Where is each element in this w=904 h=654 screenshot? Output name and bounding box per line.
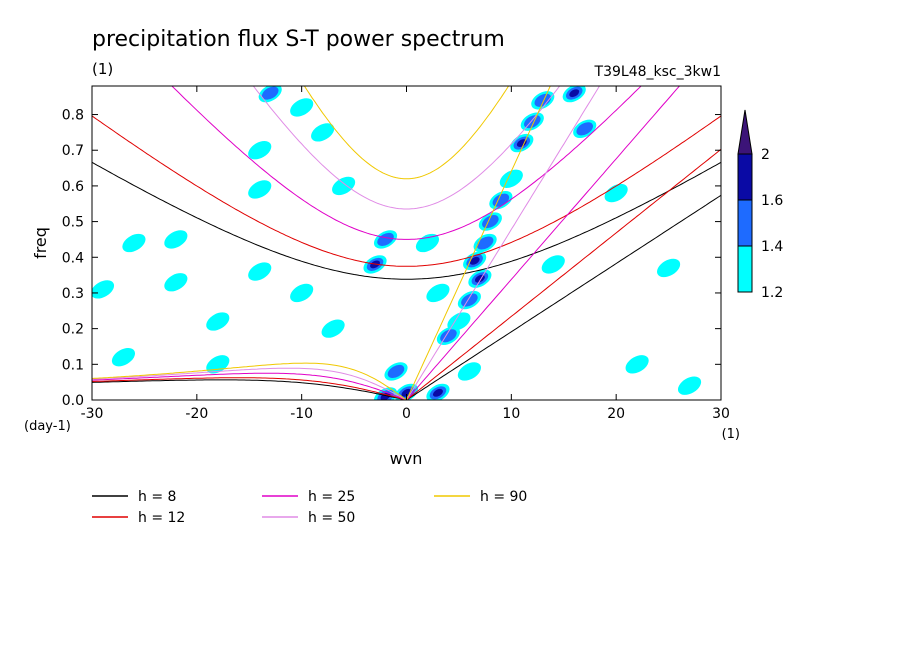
x-unit-label: (1): [722, 427, 740, 442]
dispersion-curve: [92, 367, 407, 400]
y-tick-label: 0.1: [62, 357, 84, 373]
y-tick-label: 0.4: [62, 250, 84, 266]
x-tick-label: -30: [81, 406, 104, 422]
contour-blob: [625, 355, 649, 374]
legend-label: h = 90: [480, 489, 527, 505]
contour-blob: [573, 119, 597, 138]
dispersion-curve: [92, 161, 721, 280]
dispersion-curve: [406, 86, 681, 400]
colorbar-segment: [737, 153, 753, 201]
contour-blob: [499, 169, 523, 188]
chart-title: precipitation flux S-T power spectrum: [92, 27, 505, 52]
legend-label: h = 25: [308, 489, 355, 505]
colorbar-label: 1.4: [761, 239, 783, 255]
contour-blob: [531, 91, 555, 110]
contour-blob: [290, 283, 314, 303]
contour-blob: [457, 362, 481, 381]
y-axis-label: freq: [31, 227, 50, 259]
contour-blob: [415, 233, 440, 253]
y-unit-label: (day-1): [24, 419, 71, 434]
colorbar: 1.2 1.4 1.6 2: [737, 109, 783, 301]
subtitle-right: T39L48_ksc_3kw1: [594, 64, 721, 80]
dispersion-curve: [92, 372, 407, 400]
dispersion-curve: [303, 86, 510, 180]
axis-ticks: -30 -20 -10 0 10 20 30 0.0 0.1 0.2 0.3 0.4 0.5 0.6 0.7…: [62, 86, 730, 422]
contour-blob: [384, 362, 408, 381]
contour-blob: [677, 376, 702, 395]
y-tick-label: 0.0: [62, 393, 84, 409]
contour-blob: [122, 233, 146, 253]
colorbar-label: 2: [761, 147, 770, 163]
y-tick-label: 0.2: [62, 322, 84, 338]
colorbar-segment: [737, 245, 753, 293]
contour-blob: [248, 262, 272, 281]
dispersion-curve: [171, 86, 642, 240]
legend-label: h = 8: [138, 489, 176, 505]
contour-blob: [373, 230, 398, 249]
contour-blob: [111, 348, 136, 367]
contour-blob: [463, 251, 487, 271]
colorbar-label: 1.2: [761, 285, 783, 301]
contour-blob: [321, 319, 345, 338]
contour-blob: [164, 273, 188, 292]
dispersion-curve: [92, 377, 407, 400]
plot-area: [92, 86, 721, 400]
contour-blob: [206, 355, 230, 374]
contour-blob: [311, 123, 335, 142]
y-tick-label: 0.5: [62, 215, 84, 231]
x-tick-label: 20: [607, 406, 625, 422]
contour-blob: [473, 233, 497, 253]
contour-blob: [248, 141, 272, 160]
y-tick-label: 0.3: [62, 286, 84, 302]
dispersion-curve: [92, 362, 407, 400]
legend: h = 8 h = 12 h = 25 h = 50 h = 90: [92, 489, 527, 526]
subtitle-left: (1): [92, 60, 113, 78]
y-tick-label: 0.7: [62, 143, 84, 159]
contour-blob: [248, 180, 272, 199]
contour-blob: [657, 258, 681, 278]
contour-blob: [447, 312, 471, 331]
x-tick-label: 10: [502, 406, 520, 422]
dispersion-curve: [92, 115, 721, 267]
plot-content: [92, 86, 721, 400]
x-tick-label: 0: [402, 406, 411, 422]
contour-blob: [290, 98, 314, 117]
contour-blob: [332, 176, 356, 196]
contour-blob: [457, 290, 481, 310]
legend-label: h = 50: [308, 510, 355, 526]
y-tick-label: 0.8: [62, 108, 84, 124]
colorbar-segment: [737, 199, 753, 247]
contour-blob: [426, 283, 450, 303]
dispersion-curve: [406, 86, 551, 400]
contour-blob: [489, 191, 513, 210]
dispersion-curve: [406, 86, 601, 400]
plot-frame: [91, 85, 722, 401]
contour-blob: [541, 255, 565, 274]
colorbar-label: 1.6: [761, 193, 783, 209]
y-tick-label: 0.6: [62, 179, 84, 195]
x-tick-label: 30: [712, 406, 730, 422]
dispersion-curve: [406, 148, 721, 400]
colorbar-extend-arrow: [737, 109, 753, 155]
x-tick-label: -20: [185, 406, 208, 422]
contour-blob: [426, 383, 450, 400]
dispersion-curve: [252, 86, 561, 210]
dispersion-curve: [92, 379, 407, 400]
contour-blob: [258, 86, 282, 103]
contour-blob: [562, 86, 586, 103]
legend-label: h = 12: [138, 510, 185, 526]
contour-blob: [604, 183, 628, 203]
contour-blob: [164, 230, 188, 249]
x-axis-label: wvn: [390, 449, 423, 468]
dispersion-curve: [406, 194, 721, 400]
x-tick-label: -10: [290, 406, 313, 422]
contour-blob: [206, 312, 230, 331]
contour-blob: [520, 112, 544, 131]
contour-blob: [92, 280, 115, 299]
